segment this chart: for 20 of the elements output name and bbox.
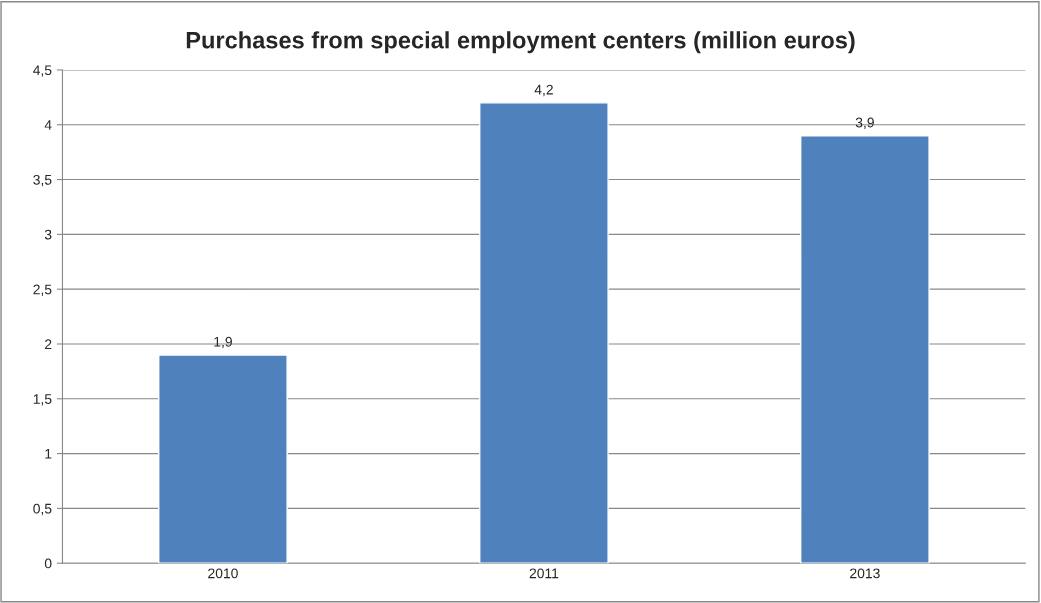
x-tick-label: 2013 (850, 568, 880, 579)
data-label: 4,2 (534, 84, 553, 97)
y-tick-label: 3 (44, 229, 52, 240)
bar (800, 135, 930, 564)
y-tick-label: 1,5 (33, 394, 52, 406)
y-tick-label: 2 (45, 339, 52, 350)
bar (158, 354, 288, 564)
y-tick-label: 0,5 (33, 503, 52, 516)
data-label: 1,9 (214, 336, 232, 349)
y-tick-label: 4,5 (33, 65, 52, 77)
y-tick-label: 4 (44, 120, 52, 130)
y-tick-label: 2,5 (33, 284, 52, 296)
y-tick-label: 1 (45, 449, 52, 459)
bar (479, 102, 609, 564)
y-tick-label: 0 (44, 558, 52, 569)
y-tick-label: 3,5 (33, 174, 52, 187)
chart-title: Purchases from special employment centers (million euros) (186, 31, 855, 54)
data-label: 3,9 (855, 117, 874, 130)
x-tick-label: 2011 (529, 568, 559, 579)
x-tick-label: 2010 (208, 568, 238, 579)
